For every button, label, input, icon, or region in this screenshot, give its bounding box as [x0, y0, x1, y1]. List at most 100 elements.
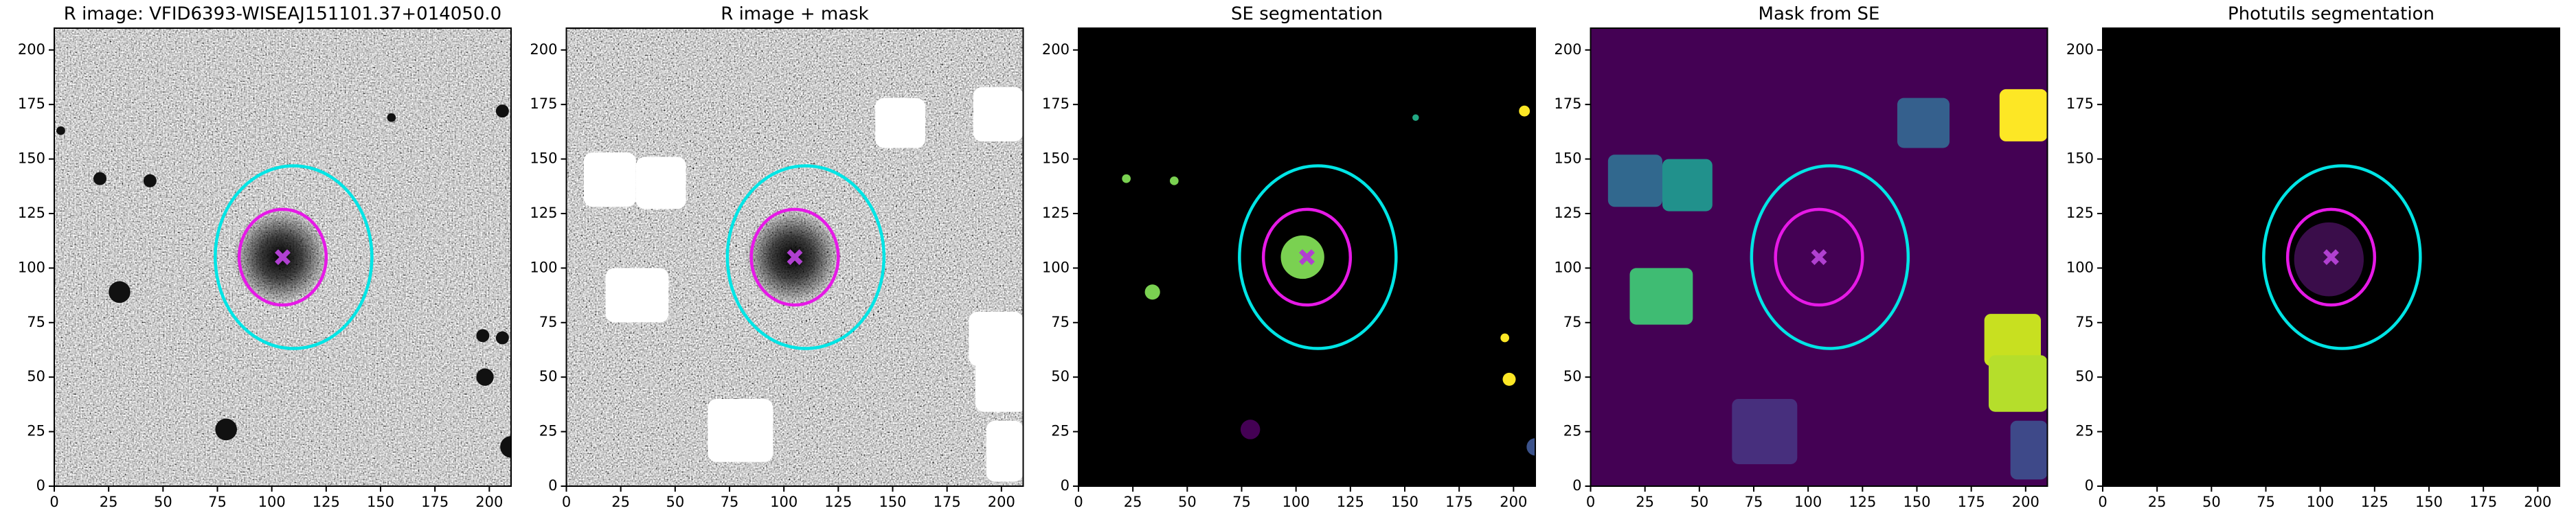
mask-box [969, 311, 1024, 367]
x-tick-label: 100 [1283, 494, 1310, 510]
y-tick-label: 200 [530, 41, 557, 58]
y-tick-label: 200 [2066, 41, 2094, 58]
y-tick-label: 150 [530, 150, 557, 167]
y-tick-label: 25 [1563, 423, 1582, 439]
x-tick-label: 150 [1903, 494, 1930, 510]
y-tick-label: 0 [1572, 477, 1581, 494]
x-tick-label: 50 [666, 494, 684, 510]
image [1590, 28, 2048, 486]
y-tick-label: 125 [1554, 205, 1581, 221]
y-tick-label: 75 [2075, 314, 2094, 330]
x-tick-label: 125 [313, 494, 340, 510]
x-tick-label: 100 [258, 494, 286, 510]
x-tick-label: 50 [2202, 494, 2221, 510]
x-tick-label: 175 [421, 494, 449, 510]
y-tick-label: 100 [530, 259, 557, 275]
y-tick-label: 100 [2066, 259, 2094, 275]
x-tick-label: 25 [1124, 494, 1142, 510]
axes-frame [565, 27, 1024, 487]
image [2103, 28, 2560, 486]
axes-frame [2102, 27, 2560, 487]
panel-title: Mask from SE [1759, 4, 1880, 25]
segment [1122, 174, 1131, 183]
x-tick-label: 200 [988, 494, 1015, 510]
panel-title: R image + mask [721, 4, 869, 25]
segment [1412, 114, 1419, 121]
star [387, 113, 396, 122]
mask-region [1989, 355, 2048, 412]
star [215, 418, 237, 441]
mask-region [1629, 268, 1693, 325]
y-tick-label: 175 [1554, 95, 1581, 112]
star [93, 172, 106, 185]
x-tick-label: 75 [2257, 494, 2275, 510]
image [1078, 28, 1535, 486]
mask-box [583, 152, 636, 207]
y-tick-label: 125 [2066, 205, 2094, 221]
y-tick-label: 150 [1554, 150, 1581, 167]
x-tick-label: 25 [611, 494, 630, 510]
x-tick-label: 0 [49, 494, 58, 510]
panel: R image + mask 0 25 50 75 100 125 150 175 200 0 25 5… [530, 4, 1024, 510]
mask-region [1984, 314, 2041, 367]
panel: Mask from SE 0 25 50 75 100 125 150 175 200 0 25 50 7… [1554, 4, 2048, 510]
x-tick-label: 0 [562, 494, 571, 510]
x-tick-label: 50 [1178, 494, 1197, 510]
y-tick-label: 100 [1554, 259, 1581, 275]
y-tick-label: 50 [539, 368, 558, 385]
mask-region [1897, 98, 1950, 148]
x-tick-label: 25 [1636, 494, 1654, 510]
y-tick-label: 25 [1051, 423, 1070, 439]
aperture-ellipse [749, 207, 840, 307]
star [143, 174, 157, 187]
y-tick-label: 100 [1042, 259, 1070, 275]
y-tick-label: 150 [2066, 150, 2094, 167]
aperture-ellipse [725, 164, 886, 350]
mask-box [986, 420, 1024, 482]
y-tick-label: 50 [27, 368, 45, 385]
segment [1502, 372, 1516, 386]
x-tick-label: 200 [1500, 494, 1527, 510]
y-tick-label: 0 [548, 477, 557, 494]
aperture-ellipse [1261, 207, 1353, 307]
image [54, 28, 511, 486]
x-tick-label: 125 [824, 494, 852, 510]
segment [1240, 420, 1261, 439]
y-tick-label: 75 [1051, 314, 1070, 330]
y-tick-label: 25 [539, 423, 558, 439]
y-tick-label: 200 [1042, 41, 1070, 58]
axes-frame [54, 27, 512, 487]
y-tick-label: 125 [18, 205, 45, 221]
mask-region [2010, 420, 2048, 480]
x-tick-label: 100 [2307, 494, 2334, 510]
aperture-ellipse [237, 207, 328, 307]
x-tick-label: 25 [2148, 494, 2167, 510]
aperture-ellipse [2285, 207, 2377, 307]
mask-box [975, 359, 1024, 412]
axes-frame [1590, 27, 2048, 487]
center-marker [275, 249, 291, 265]
y-tick-label: 125 [1042, 205, 1070, 221]
aperture-ellipse [1774, 207, 1864, 307]
x-tick-label: 100 [770, 494, 798, 510]
x-tick-label: 75 [208, 494, 227, 510]
center-marker [1811, 249, 1827, 265]
star [500, 436, 511, 458]
x-tick-label: 75 [1745, 494, 1763, 510]
x-tick-label: 175 [1958, 494, 1985, 510]
y-tick-label: 75 [27, 314, 45, 330]
mask-box [635, 157, 686, 209]
x-tick-label: 175 [934, 494, 961, 510]
mask-box [708, 398, 773, 462]
segment [1170, 176, 1179, 185]
panel: R image: VFID6393-WISEAJ151101.37+014050… [18, 4, 512, 510]
y-tick-label: 50 [2075, 368, 2094, 385]
y-tick-label: 200 [18, 41, 45, 58]
center-marker [787, 249, 803, 265]
panel-title: R image: VFID6393-WISEAJ151101.37+014050… [64, 4, 501, 25]
x-tick-label: 150 [2415, 494, 2443, 510]
star [495, 104, 509, 118]
x-tick-label: 200 [475, 494, 503, 510]
segment [1500, 333, 1510, 343]
x-tick-label: 125 [1849, 494, 1876, 510]
